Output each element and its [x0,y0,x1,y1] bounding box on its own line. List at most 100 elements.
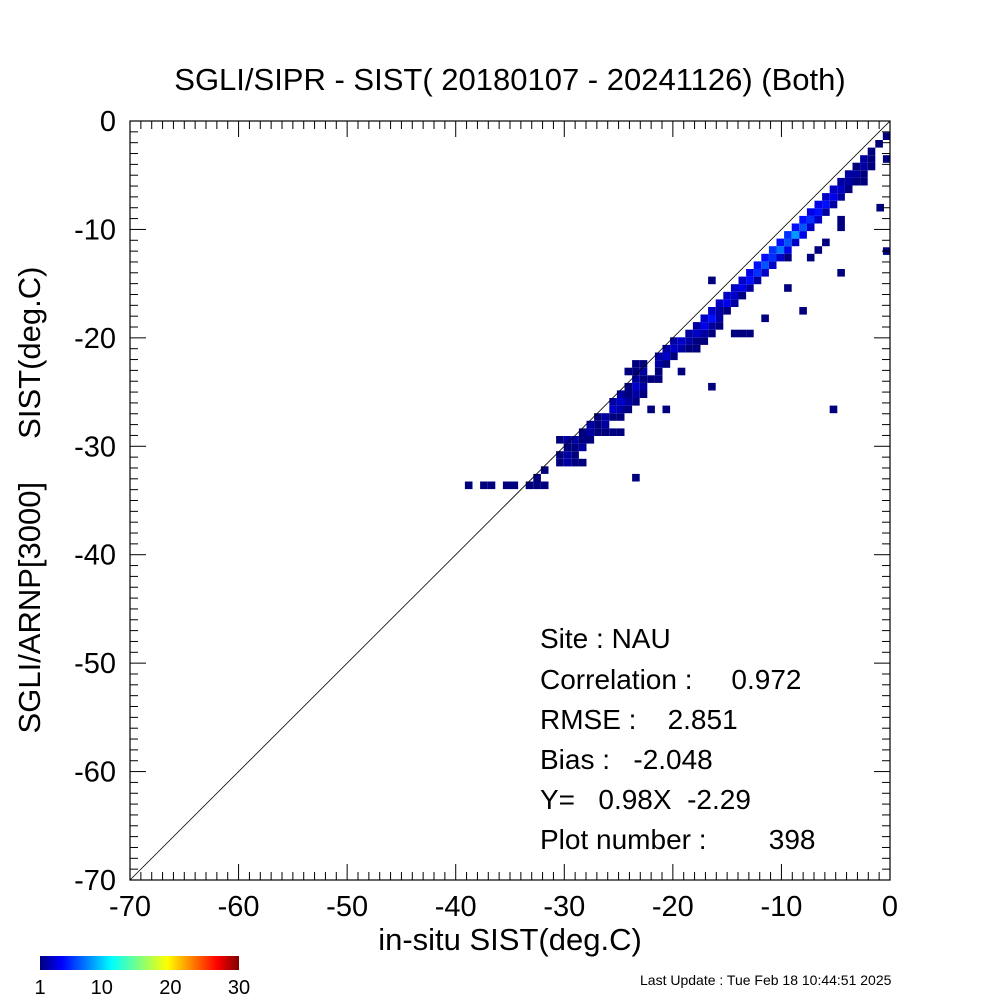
heatmap-cell [677,337,686,345]
heatmap-cell [624,367,633,376]
heatmap-cell [829,200,838,209]
heatmap-cell [814,246,823,254]
heatmap-cell [837,193,845,201]
x-tick-label: -50 [326,891,368,923]
heatmap-cell [700,329,709,338]
heatmap-cell [677,367,686,376]
heatmap-cell [578,428,587,436]
heatmap-cell [708,322,716,330]
stat-regression: Y= 0.98X -2.29 [540,784,751,815]
heatmap-cell [806,253,815,262]
heatmap-cell [867,162,876,171]
heatmap-cell [837,269,845,277]
heatmap-cell [654,352,663,361]
heatmap-cells [464,132,891,490]
heatmap-cell [791,231,800,239]
heatmap-cell [806,208,815,216]
heatmap-cell [776,238,785,247]
heatmap-cell [708,329,716,338]
heatmap-cell [578,443,587,452]
heatmap-cell [654,375,663,383]
heatmap-cell [882,132,891,140]
heatmap-cell [624,398,633,406]
heatmap-cell [692,322,701,330]
heatmap-cell [860,177,868,186]
heatmap-cell [837,177,845,186]
x-tick-label: -20 [652,891,694,923]
heatmap-cell [692,329,701,338]
heatmap-cell [616,405,625,414]
heatmap-cell [708,307,716,315]
heatmap-cell [624,405,633,414]
heatmap-cell [761,253,769,262]
y-tick-label: 0 [100,106,116,138]
heatmap-cell [502,481,511,490]
heatmap-cell [784,284,792,292]
heatmap-cell [616,413,625,421]
heatmap-cell [753,269,762,277]
stat-correlation: Correlation : 0.972 [540,664,801,695]
heatmap-cell [822,200,830,209]
heatmap-cell [609,413,617,421]
x-tick-labels: -70 -60 -50 -40 -30 -20 -10 0 [109,891,898,923]
heatmap-cell [586,436,595,444]
heatmap-cell [776,246,785,254]
heatmap-cell [844,185,853,194]
heatmap-cell [738,329,747,338]
heatmap-cell [715,299,724,307]
heatmap-cell [556,451,564,459]
heatmap-cell [768,261,777,269]
last-update-text: Last Update : Tue Feb 18 10:44:51 2025 [640,972,892,988]
heatmap-cell [791,238,800,247]
x-tick-label: -40 [435,891,477,923]
heatmap-cell [571,443,579,452]
heatmap-cell [662,344,671,353]
heatmap-cell [571,436,579,444]
heatmap-cell [723,307,731,315]
heatmap-cell [670,352,678,361]
heatmap-cell [822,238,830,247]
heatmap-cell [814,200,823,209]
heatmap-cell [844,170,853,178]
heatmap-cell [692,344,701,353]
stats-block: Site : NAU Correlation : 0.972 RMSE : 2.… [540,623,815,855]
stat-plot-number: Plot number : 398 [540,824,815,855]
heatmap-cell [829,193,838,201]
heatmap-cell [768,253,777,262]
heatmap-cell [480,481,488,490]
stat-rmse: RMSE : 2.851 [540,704,738,735]
heatmap-cell [685,337,693,345]
heatmap-cell [814,208,823,216]
heatmap-cell [837,215,845,224]
heatmap-cell [594,428,602,436]
y-tick-labels: -70 -60 -50 -40 -30 -20 -10 0 [74,106,116,897]
heatmap-cell [700,322,709,330]
x-tick-label: -30 [543,891,585,923]
heatmap-cell [715,314,724,323]
colorbar-labels: 1 10 20 30 [34,977,250,999]
heatmap-cell [708,382,716,391]
heatmap-cell [556,436,564,444]
heatmap-cell [860,155,868,163]
heatmap-cell [533,473,541,482]
heatmap-cell [730,284,739,292]
heatmap-cell [685,344,693,353]
heatmap-cell [723,299,731,307]
y-tick-label: -70 [74,865,116,897]
heatmap-cell [556,458,564,467]
heatmap-cell [761,261,769,269]
heatmap-cell [799,307,807,315]
heatmap-cell [662,405,671,414]
x-tick-label: -70 [109,891,151,923]
heatmap-cell [632,360,640,368]
heatmap-cell [639,367,648,376]
heatmap-cell [510,481,519,490]
heatmap-cell [639,360,648,368]
heatmap-cell [761,314,769,323]
heatmap-cell [654,367,663,376]
heatmap-cell [784,231,792,239]
heatmap-cell [578,436,587,444]
heatmap-cell [632,375,640,383]
heatmap-cell [654,360,663,368]
